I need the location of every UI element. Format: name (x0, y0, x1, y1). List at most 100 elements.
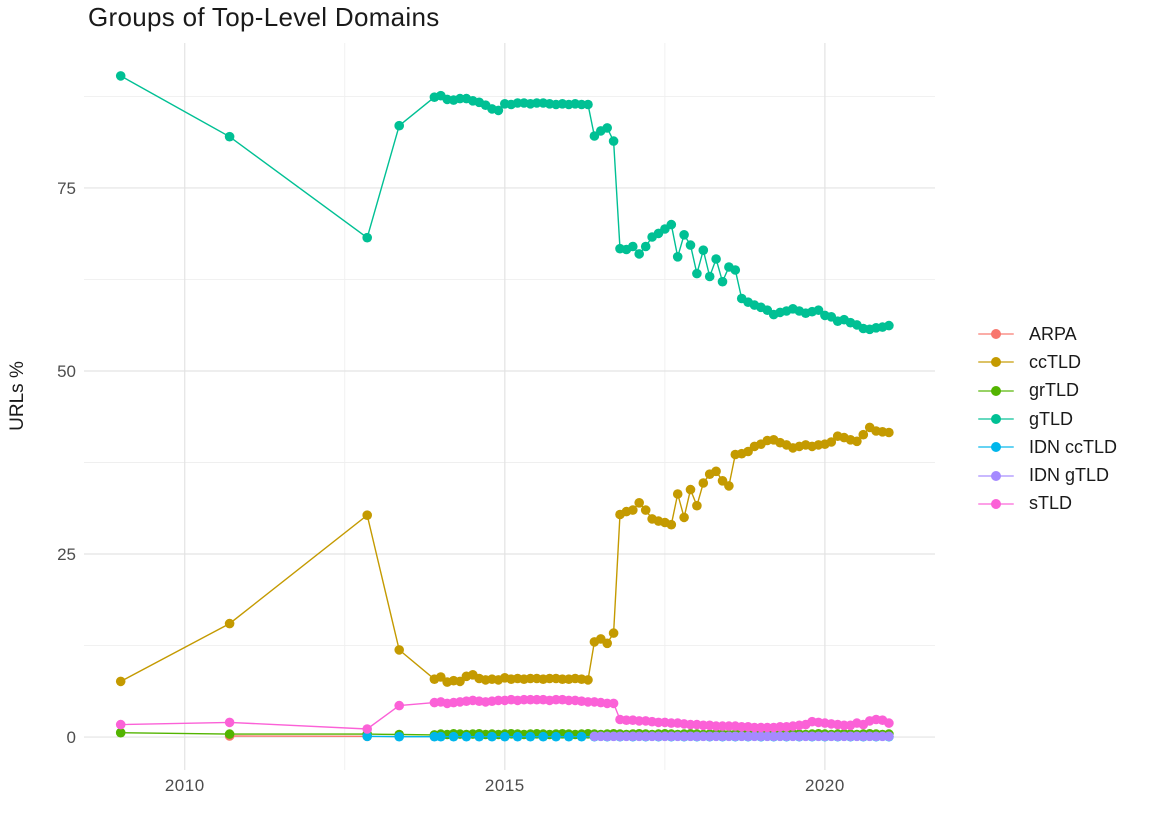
data-point (115, 676, 126, 687)
y-tick-label: 0 (67, 728, 76, 747)
data-point (564, 731, 574, 742)
data-point (666, 519, 677, 530)
data-point (858, 429, 869, 440)
data-point (589, 131, 600, 141)
data-point (512, 731, 523, 742)
data-point (224, 717, 235, 728)
data-point (672, 251, 683, 262)
x-tick-label: 2015 (485, 776, 525, 795)
data-point (538, 731, 548, 742)
chart-title: Groups of Top-Level Domains (88, 2, 440, 32)
legend-dot-glyph (991, 442, 1001, 453)
y-tick-label: 25 (57, 545, 76, 564)
data-point (448, 731, 459, 742)
data-point (884, 718, 894, 728)
data-point (551, 731, 561, 742)
legend-item-idn-cctld: IDN ccTLD (976, 433, 1117, 461)
data-point (743, 446, 753, 457)
data-point (698, 478, 709, 488)
legend-dot-glyph (991, 414, 1001, 425)
data-point (394, 700, 405, 711)
series-ARPA (224, 731, 373, 742)
data-point (224, 618, 235, 629)
data-point (576, 731, 587, 742)
data-point (583, 675, 593, 685)
x-tick-label: 2020 (805, 776, 845, 795)
legend-item-grtld: grTLD (976, 377, 1117, 405)
data-point (640, 505, 651, 515)
data-point (640, 241, 651, 252)
legend-label: ccTLD (1029, 351, 1082, 372)
data-point (224, 131, 235, 142)
legend-dot-glyph (991, 385, 1001, 396)
series-ccTLD (115, 422, 894, 687)
data-point (362, 232, 373, 243)
legend-dot-glyph (991, 470, 1001, 481)
legend-label: grTLD (1029, 380, 1080, 401)
legend-dot-glyph (991, 357, 1001, 368)
data-point (679, 230, 689, 240)
data-point (362, 731, 373, 742)
data-point (685, 484, 696, 495)
data-point (115, 71, 126, 81)
data-point (628, 505, 638, 515)
data-point (711, 254, 721, 264)
legend-item-idn-gtld: IDN gTLD (976, 461, 1117, 489)
data-point (455, 676, 465, 687)
y-axis-title: URLs % (7, 361, 28, 431)
x-tick-label: 2010 (165, 776, 205, 795)
data-point (436, 672, 446, 682)
legend-label: ARPA (1029, 323, 1077, 344)
data-point (394, 645, 405, 655)
data-point (634, 498, 644, 508)
data-point (692, 268, 702, 279)
legend-key-icon (976, 439, 1016, 455)
data-point (717, 476, 728, 486)
series-IDN-gTLD (589, 731, 894, 742)
legend-item-gtld: gTLD (976, 405, 1117, 433)
data-point (608, 136, 619, 146)
data-point (493, 105, 504, 116)
data-point (602, 638, 612, 649)
legend-item-arpa: ARPA (976, 320, 1117, 348)
data-point (724, 481, 734, 491)
legend-key-icon (976, 383, 1016, 399)
data-point (884, 427, 894, 438)
legend-key-icon (976, 468, 1016, 484)
data-point (115, 727, 126, 738)
data-point (852, 436, 862, 447)
data-point (602, 123, 612, 133)
grid-minor (84, 43, 935, 770)
legend-key-icon (976, 354, 1016, 370)
grid-major (84, 43, 935, 770)
data-point (500, 731, 510, 742)
legend-key-icon (976, 326, 1016, 342)
series-gTLD (115, 71, 894, 335)
data-point (487, 731, 497, 742)
data-point (634, 249, 644, 259)
legend-item-stld: sTLD (976, 490, 1117, 518)
data-point (608, 628, 619, 638)
y-tick-label: 75 (57, 179, 76, 198)
data-point (704, 271, 715, 282)
legend-label: gTLD (1029, 408, 1074, 429)
data-point (394, 120, 405, 131)
legend-item-cctld: ccTLD (976, 348, 1117, 376)
data-point (224, 729, 235, 739)
data-point (685, 240, 696, 250)
data-point (583, 99, 593, 110)
data-point (884, 320, 894, 331)
data-point (826, 437, 837, 447)
data-point (461, 731, 472, 742)
legend: ARPA ccTLD grTLD gTLD IDN ccTLD IDN gTLD sTLD (976, 320, 1117, 518)
data-point (711, 466, 721, 477)
data-point (717, 276, 728, 287)
legend-dot-glyph (991, 329, 1001, 340)
data-point (813, 305, 824, 316)
data-point (525, 731, 536, 742)
legend-key-icon (976, 496, 1016, 512)
data-point (436, 731, 446, 742)
data-point (884, 731, 894, 742)
